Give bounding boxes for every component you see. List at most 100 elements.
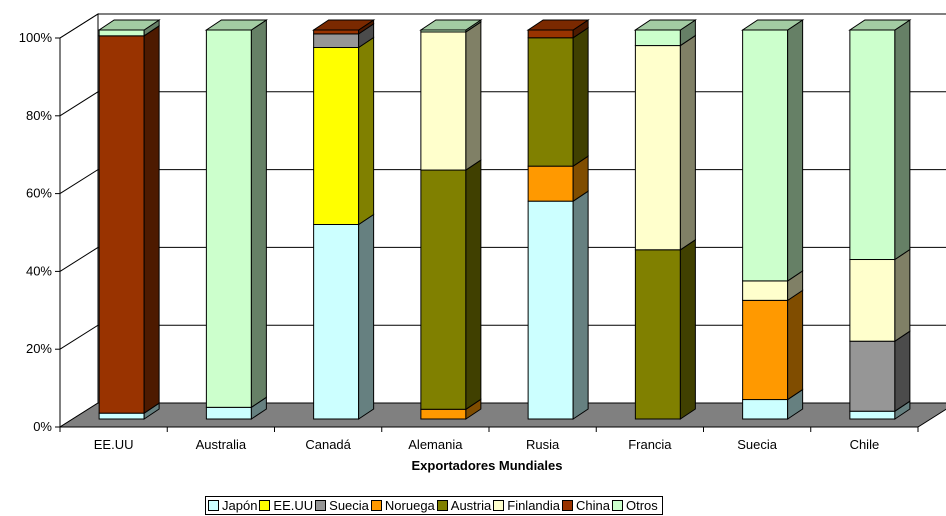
chart-legend: Japón EE.UU Suecia Noruega Austria Finlandia C… — [205, 496, 663, 515]
bar-segment-jap-n — [313, 224, 360, 420]
legend-label: Otros — [625, 498, 658, 513]
bar-segment-china-top — [311, 19, 376, 31]
bar-segment-suecia-side — [894, 330, 911, 413]
legend-swatch — [562, 500, 574, 511]
bar-segment-china — [313, 29, 360, 35]
bar-segment-otros-top — [204, 19, 269, 31]
y-tick-label: 60% — [26, 186, 52, 201]
y-tick-label: 40% — [26, 263, 52, 278]
y-tick-label: 100% — [19, 30, 53, 45]
legend-swatch — [259, 500, 271, 511]
bar-segment-austria-side — [572, 26, 589, 168]
chart-floor — [58, 402, 946, 428]
bar-segment-jap-n-side — [358, 213, 375, 420]
bar-segment-otros-top — [740, 19, 805, 31]
bar-segment-otros-top — [633, 19, 698, 31]
legend-item: Suecia — [315, 497, 369, 514]
bar-stack — [419, 19, 483, 420]
bar-segment-otros-side — [250, 19, 267, 409]
y-tick-label: 80% — [26, 108, 52, 123]
bar-segment-china — [527, 29, 574, 39]
x-tick-label: Suecia — [737, 437, 778, 452]
bar-segment-austria — [527, 37, 574, 167]
bar-stack — [311, 19, 376, 420]
bar-segment-otros-top — [419, 19, 483, 31]
bar-segment-finlandia — [420, 31, 467, 171]
legend-swatch — [436, 500, 448, 511]
y-tick-label: 0% — [33, 419, 52, 434]
legend-label: Japón — [222, 498, 258, 513]
bar-segment-otros — [742, 29, 789, 282]
legend-label: EE.UU — [273, 498, 314, 513]
legend-item: Finlandia — [493, 497, 560, 514]
bar-segment-otros-top — [97, 19, 161, 31]
bar-segment-jap-n-side — [572, 190, 589, 420]
x-tick-label: Canadá — [305, 437, 351, 452]
bar-segment-otros — [849, 29, 896, 261]
bar-segment-china — [98, 35, 145, 414]
legend-label: China — [576, 498, 610, 513]
x-tick-label: Alemania — [408, 437, 463, 452]
bar-segment-otros-top — [848, 19, 912, 31]
legend-swatch — [208, 500, 219, 511]
bar-segment-noruega — [420, 408, 467, 420]
bar-segment-jap-n — [98, 412, 145, 420]
x-tick-label: Chile — [850, 437, 880, 452]
legend-item: Austria — [436, 497, 492, 514]
x-tick-label: Rusia — [526, 437, 560, 452]
bar-stack — [97, 19, 161, 420]
bar-segment-noruega — [527, 165, 574, 202]
legend-label: Austria — [450, 498, 492, 513]
x-tick-label: EE.UU — [94, 437, 134, 452]
bar-segment-austria-side — [679, 238, 696, 420]
bar-segment-otros — [98, 29, 145, 37]
bar-segment-otros — [634, 29, 681, 47]
bar-segment-jap-n — [849, 410, 896, 420]
y-axis-ticks: 0% 20% 40% 60% 80% 100% — [19, 30, 60, 434]
bar-segment-otros-side — [787, 19, 804, 282]
legend-swatch — [315, 500, 327, 511]
bar-segment-finlandia-side — [679, 34, 696, 251]
side-wall — [59, 13, 99, 428]
bar-segment-suecia — [849, 340, 896, 412]
bar-segment-otros-side — [894, 19, 911, 261]
legend-item: Japón — [208, 497, 257, 514]
chart-bars — [97, 19, 912, 420]
bar-segment-suecia — [313, 33, 360, 49]
x-tick-label: Australia — [196, 437, 247, 452]
legend-item: EE.UU — [259, 497, 313, 514]
bar-segment-china-side — [143, 24, 160, 415]
x-tick-label: Francia — [628, 437, 672, 452]
legend-item: China — [562, 497, 610, 514]
legend-swatch — [611, 500, 623, 511]
bar-stack — [204, 19, 269, 420]
legend-item: Otros — [611, 497, 658, 514]
bar-segment-otros — [205, 29, 252, 408]
bar-segment-jap-n — [742, 399, 789, 420]
bar-segment-ee-uu-side — [358, 36, 375, 226]
bar-segment-finlandia-side — [894, 248, 911, 343]
bar-stack — [526, 19, 590, 420]
x-axis-title: Exportadores Mundiales — [412, 458, 563, 473]
legend-swatch — [493, 500, 505, 511]
chart-walls — [58, 13, 946, 428]
bar-stack — [740, 19, 805, 420]
bar-stack — [633, 19, 698, 420]
bar-segment-finlandia — [634, 45, 681, 251]
bar-segment-austria-side — [465, 159, 482, 411]
bar-segment-china-top — [526, 19, 590, 31]
bar-segment-austria — [420, 169, 467, 410]
gridline — [59, 13, 946, 39]
y-tick-label: 20% — [26, 341, 52, 356]
bar-segment-finlandia-side — [465, 21, 482, 171]
bar-segment-jap-n — [205, 406, 252, 420]
bar-segment-noruega-side — [787, 289, 804, 401]
legend-item: Noruega — [370, 497, 435, 514]
legend-swatch — [370, 500, 382, 511]
legend-label: Suecia — [329, 498, 369, 513]
x-axis-ticks: EE.UU Australia Canadá Alemania Rusia Francia… — [59, 427, 919, 452]
bar-segment-finlandia — [849, 259, 896, 342]
bar-stack — [848, 19, 912, 420]
bar-segment-finlandia — [742, 280, 789, 301]
